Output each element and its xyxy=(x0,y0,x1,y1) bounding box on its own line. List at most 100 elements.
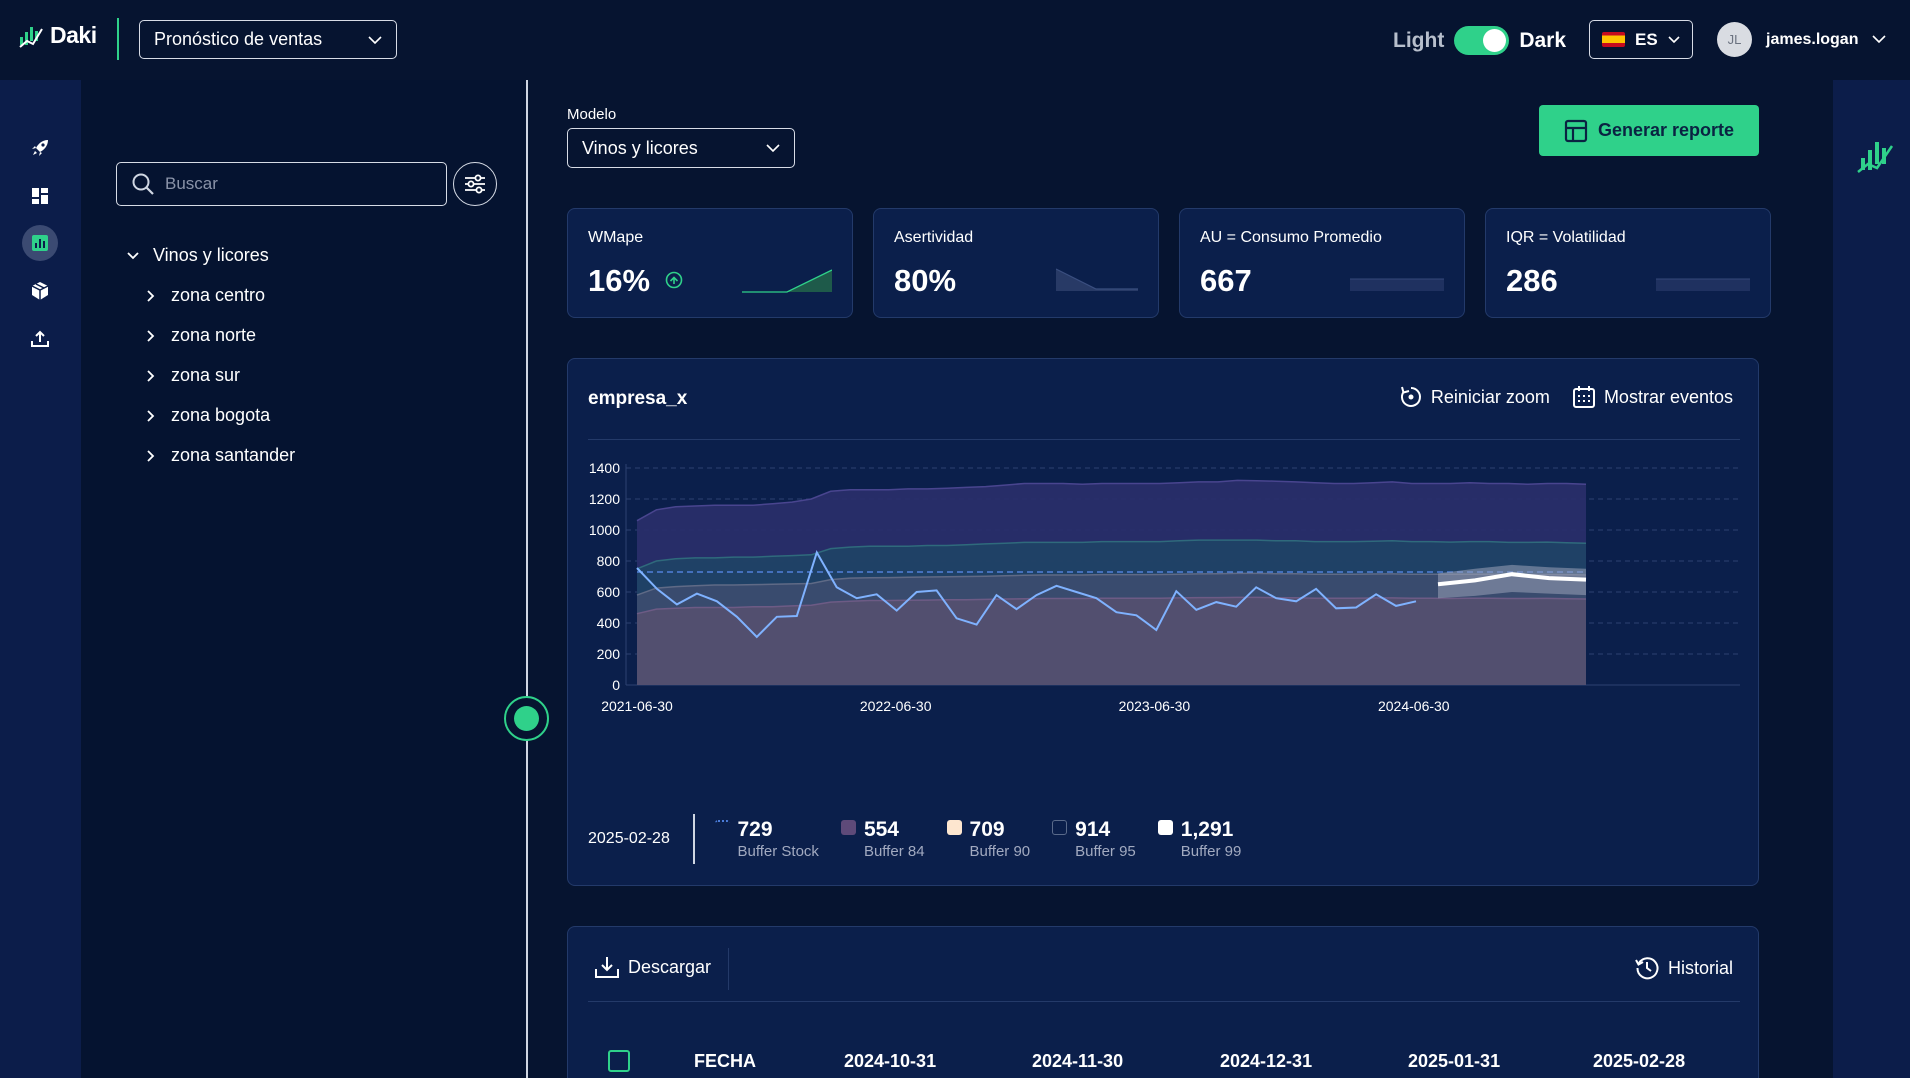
tree-item-root[interactable]: Vinos y licores xyxy=(127,245,269,266)
legend-label: Buffer 99 xyxy=(1180,843,1242,860)
column-header-fecha[interactable]: FECHA xyxy=(694,1050,756,1071)
show-events-button[interactable]: Mostrar eventos xyxy=(1572,385,1733,409)
y-tick-label: 400 xyxy=(597,615,621,631)
nav-dashboard[interactable] xyxy=(22,178,58,214)
reset-zoom-icon xyxy=(1400,386,1421,407)
legend-label: Buffer 95 xyxy=(1075,843,1136,860)
avatar: JL xyxy=(1717,22,1752,57)
x-tick-label: 2022-06-30 xyxy=(860,698,932,714)
kpi-card-wmape: WMape 16% xyxy=(567,208,853,318)
nav-rocket[interactable] xyxy=(22,130,58,166)
nav-upload[interactable] xyxy=(22,321,58,357)
spain-flag-icon xyxy=(1602,32,1625,47)
right-rail xyxy=(1833,80,1910,1078)
history-icon xyxy=(1635,957,1659,980)
reset-zoom-button[interactable]: Reiniciar zoom xyxy=(1399,385,1550,409)
chevron-down-icon xyxy=(368,35,382,44)
brand-logo[interactable]: Daki xyxy=(18,22,97,49)
legend-item-buffer-90[interactable]: 709 Buffer 90 xyxy=(946,818,1030,860)
theme-light-label[interactable]: Light xyxy=(1393,28,1445,52)
kpi-sparkline xyxy=(1350,278,1444,291)
theme-switch: Light Dark xyxy=(1393,26,1566,55)
column-header-date[interactable]: 2024-10-31 xyxy=(844,1050,937,1071)
kpi-value: 16% xyxy=(588,263,651,298)
kpi-card-volatilidad: IQR = Volatilidad 286 xyxy=(1485,208,1771,318)
y-tick-label: 1400 xyxy=(589,460,620,476)
chevron-right-icon[interactable] xyxy=(147,369,155,382)
language-select[interactable]: ES xyxy=(1589,20,1693,59)
filter-button[interactable] xyxy=(453,162,497,206)
tree-item-zona-bogota[interactable]: zona bogota xyxy=(147,405,270,426)
y-tick-label: 200 xyxy=(597,646,621,662)
search-input[interactable] xyxy=(165,174,425,194)
legend-item-buffer-99[interactable]: 1,291 Buffer 99 xyxy=(1157,818,1242,860)
tree-panel: Vinos y licores zona centro zona norte z… xyxy=(81,80,526,1078)
chevron-right-icon[interactable] xyxy=(147,329,155,342)
x-tick-label: 2024-06-30 xyxy=(1378,698,1450,714)
resize-handle-dot xyxy=(514,706,539,731)
column-header-date[interactable]: 2025-02-28 xyxy=(1593,1050,1686,1071)
table-divider xyxy=(588,1001,1740,1002)
chevron-right-icon[interactable] xyxy=(147,289,155,302)
brand-divider xyxy=(117,18,119,60)
theme-toggle[interactable] xyxy=(1454,26,1510,55)
legend-item-buffer-84[interactable]: 554 Buffer 84 xyxy=(840,818,925,860)
tree-item-zona-sur[interactable]: zona sur xyxy=(147,365,240,386)
daki-logo-icon[interactable] xyxy=(1855,136,1895,176)
download-button[interactable]: Descargar xyxy=(594,955,711,979)
history-label: Historial xyxy=(1667,957,1733,978)
kpi-value: 667 xyxy=(1200,263,1252,298)
reset-zoom-label: Reiniciar zoom xyxy=(1430,386,1550,407)
kpi-label: Asertividad xyxy=(894,229,974,246)
legend-value: 554 xyxy=(863,818,899,841)
tree-item-zona-centro[interactable]: zona centro xyxy=(147,285,265,306)
language-value: ES xyxy=(1635,29,1658,49)
model-select[interactable]: Vinos y licores xyxy=(567,128,795,168)
forecast-chart[interactable]: 0 200 400 600 800 1000 1200 1400 2021-06-30 2022-… xyxy=(568,449,1760,804)
nav-inventory[interactable] xyxy=(22,273,58,309)
legend-item-buffer-stock[interactable]: 729 Buffer Stock xyxy=(714,818,819,860)
kpi-label: IQR = Volatilidad xyxy=(1506,229,1626,246)
theme-dark-label[interactable]: Dark xyxy=(1519,28,1567,52)
band-edge xyxy=(636,596,1587,615)
legend-label: Buffer Stock xyxy=(737,843,819,860)
kpi-value: 80% xyxy=(894,263,957,298)
column-header-date[interactable]: 2024-11-30 xyxy=(1032,1050,1124,1071)
tree-item-label: zona sur xyxy=(171,365,241,385)
sliders-icon xyxy=(465,174,485,194)
main-content: Modelo xyxy=(528,80,1833,1078)
theme-toggle-knob xyxy=(1483,29,1507,52)
tree-item-zona-norte[interactable]: zona norte xyxy=(147,325,256,346)
column-header-date[interactable]: 2024-12-31 xyxy=(1220,1050,1313,1071)
x-tick-label: 2021-06-30 xyxy=(601,698,673,714)
generate-report-button[interactable]: Generar reporte xyxy=(1539,105,1759,156)
column-header-date[interactable]: 2025-01-31 xyxy=(1408,1050,1501,1071)
legend-swatch xyxy=(1157,820,1173,835)
module-select[interactable]: Pronóstico de ventas xyxy=(139,20,397,59)
chevron-right-icon[interactable] xyxy=(147,409,155,422)
daki-logo-icon xyxy=(19,26,43,48)
series-actual xyxy=(636,550,1417,639)
report-layout-icon xyxy=(1564,119,1588,142)
tree-item-label: zona norte xyxy=(171,325,257,345)
toolbar-divider xyxy=(728,948,729,990)
user-menu[interactable]: JL james.logan xyxy=(1717,22,1887,57)
band-edge xyxy=(636,539,1587,570)
select-all-checkbox[interactable] xyxy=(608,1050,630,1072)
kpi-sparkline xyxy=(1056,268,1138,291)
nav-forecast[interactable] xyxy=(22,225,58,261)
panel-resize-handle[interactable] xyxy=(504,696,549,741)
chart-title: empresa_x xyxy=(588,388,688,409)
forecast-band xyxy=(1438,564,1586,599)
history-button[interactable]: Historial xyxy=(1634,955,1733,981)
legend-item-buffer-95[interactable]: 914 Buffer 95 xyxy=(1052,818,1136,860)
kpi-value: 286 xyxy=(1506,263,1558,298)
rocket-icon xyxy=(32,140,48,156)
chevron-right-icon[interactable] xyxy=(147,449,155,462)
tree-item-zona-santander[interactable]: zona santander xyxy=(147,445,295,466)
y-tick-label: 0 xyxy=(612,677,620,693)
series-forecast xyxy=(1437,572,1587,587)
chart-divider xyxy=(588,439,1740,440)
chevron-down-icon[interactable] xyxy=(127,251,139,260)
kpi-card-consumo: AU = Consumo Promedio 667 xyxy=(1179,208,1465,318)
